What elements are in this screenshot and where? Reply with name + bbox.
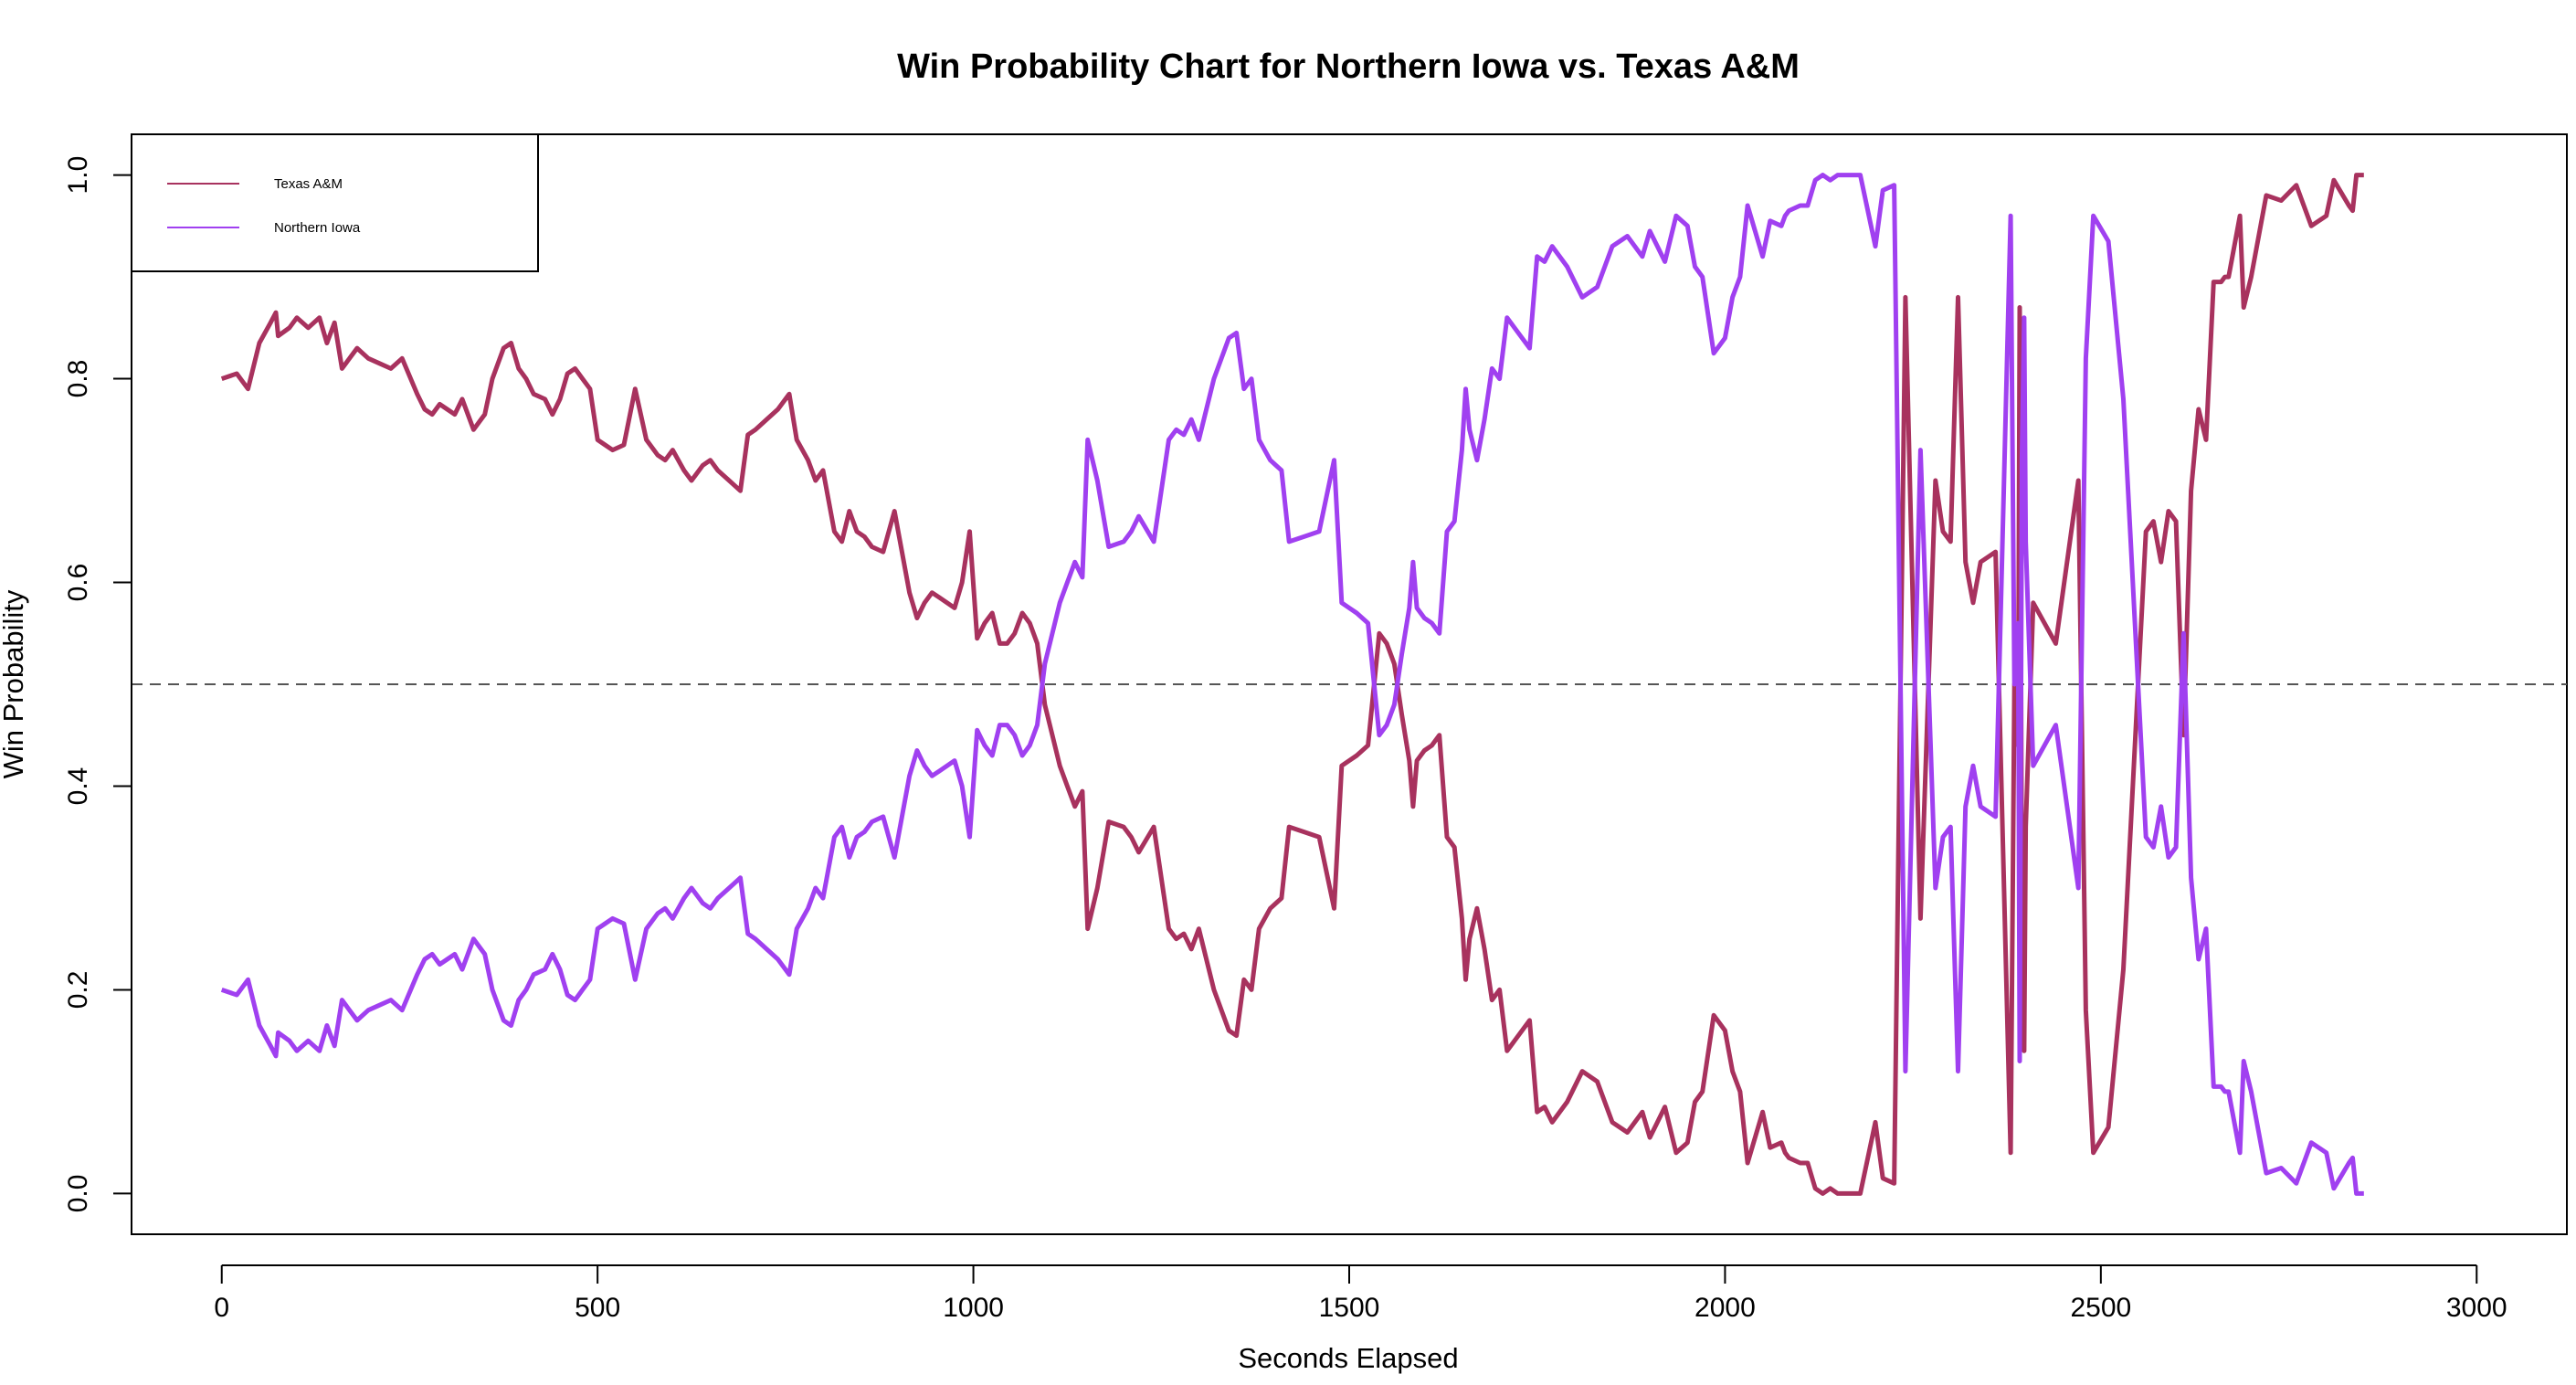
legend: Texas A&M Northern Iowa <box>131 133 539 272</box>
x-tick-label: 0 <box>214 1293 229 1323</box>
y-axis-label: Win Probability <box>0 589 29 778</box>
y-tick-label: 0.8 <box>63 360 93 398</box>
y-tick-label: 0.4 <box>63 767 93 806</box>
x-tick-label: 2000 <box>1694 1293 1756 1323</box>
series-line-northern-iowa <box>220 173 2364 1196</box>
x-tick-label: 500 <box>575 1293 620 1323</box>
legend-box <box>131 133 539 272</box>
x-tick-label: 1000 <box>943 1293 1004 1323</box>
series-line-texas-am <box>220 173 2364 1196</box>
y-tick-label: 0.6 <box>63 564 93 602</box>
y-axis: 0.0 0.2 0.4 0.6 0.8 1.0 <box>63 156 132 1213</box>
x-tick-label: 3000 <box>2446 1293 2507 1323</box>
chart-title: Win Probability Chart for Northern Iowa … <box>897 48 1800 86</box>
y-tick-label: 0.2 <box>63 971 93 1010</box>
y-tick-label: 1.0 <box>63 156 93 195</box>
legend-label-northern-iowa: Northern Iowa <box>274 220 361 236</box>
series-lines <box>220 173 2364 1196</box>
legend-label-texas-am: Texas A&M <box>274 176 343 192</box>
x-axis: 0 500 1000 1500 2000 2500 3000 <box>214 1264 2507 1323</box>
y-tick-label: 0.0 <box>63 1175 93 1213</box>
x-tick-label: 1500 <box>1319 1293 1380 1323</box>
x-axis-label: Seconds Elapsed <box>1238 1342 1458 1374</box>
x-tick-label: 2500 <box>2070 1293 2131 1323</box>
